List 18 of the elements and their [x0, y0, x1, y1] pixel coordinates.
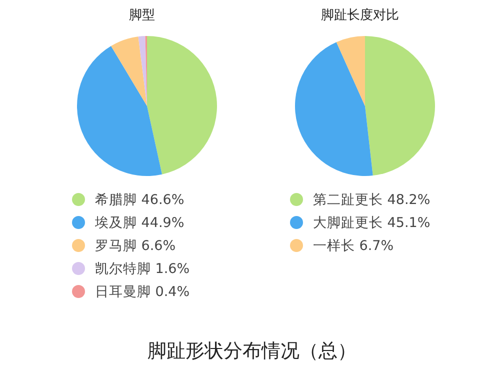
- pie-slice: [365, 36, 435, 176]
- legend-label: 凯尔特脚 1.6%: [95, 260, 190, 278]
- chart-title: 脚型: [128, 7, 156, 24]
- legend-label: 埃及脚 44.9%: [95, 214, 184, 232]
- legend-label: 第二趾更长 48.2%: [313, 190, 430, 208]
- legend-label: 希腊脚 46.6%: [95, 190, 184, 208]
- legend-label: 一样长 6.7%: [313, 236, 394, 254]
- chart-title: 脚趾长度对比: [320, 7, 400, 24]
- legend-label: 大脚趾更长 45.1%: [313, 214, 430, 232]
- text: 脚趾形状分布情况（总）: [146, 339, 358, 364]
- legend-label: 罗马脚 6.6%: [95, 236, 176, 254]
- pie-slice: [295, 42, 373, 176]
- pie-slice: [77, 46, 162, 176]
- legend-label: 日耳曼脚 0.4%: [95, 282, 190, 300]
- pie-slice: [336, 36, 365, 106]
- pie-slice: [138, 36, 147, 106]
- pie-slice: [147, 36, 217, 174]
- pie-slice: [111, 36, 147, 106]
